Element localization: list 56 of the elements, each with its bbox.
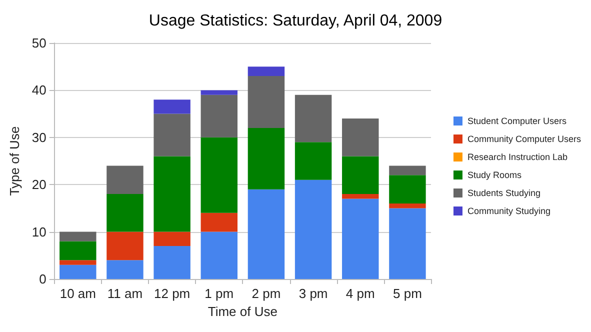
bar	[200, 94, 238, 138]
y-tick-label: 30	[32, 130, 46, 145]
bar	[154, 100, 190, 114]
bar	[106, 166, 144, 194]
bar	[294, 142, 332, 180]
bar	[60, 232, 96, 242]
chart-title: Usage Statistics: Saturday, April 04, 2009	[148, 12, 442, 30]
bar	[294, 94, 332, 142]
bar	[60, 264, 96, 279]
bar	[248, 128, 285, 190]
bar	[106, 232, 144, 260]
bar	[200, 137, 238, 213]
y-tick-label: 40	[32, 82, 46, 98]
x-tick-label: 5 pm	[393, 286, 422, 301]
bar	[60, 260, 96, 265]
x-tick-label: 2 pm	[252, 286, 281, 301]
y-tick-label: 20	[32, 177, 46, 192]
bar	[294, 180, 332, 279]
legend-label: Research Instruction Lab	[467, 152, 568, 162]
x-axis-title: Time of Use	[208, 304, 278, 319]
y-tick-label: 50	[32, 36, 46, 50]
bar	[342, 118, 379, 156]
bar	[200, 90, 238, 95]
bar	[60, 241, 96, 260]
bar	[200, 212, 238, 232]
bar	[154, 114, 190, 156]
y-tick-label: 0	[39, 272, 46, 286]
bar	[154, 232, 190, 246]
bar	[389, 208, 426, 279]
bar	[106, 260, 144, 279]
bar	[248, 189, 285, 279]
bar	[342, 156, 379, 194]
x-tick-label: 11 am	[107, 286, 143, 301]
bar	[248, 76, 285, 128]
bar	[389, 166, 426, 176]
bar	[248, 66, 285, 76]
legend-label: Community Computer Users	[467, 134, 582, 144]
bar	[200, 232, 238, 279]
bar	[154, 156, 190, 232]
legend-label: Student Computer Users	[467, 116, 568, 126]
legend-label: Students Studying	[467, 188, 541, 198]
bar	[154, 246, 190, 279]
x-tick-label: 4 pm	[346, 286, 375, 301]
bar	[389, 175, 426, 204]
x-tick-label: 3 pm	[298, 286, 328, 301]
bar	[342, 194, 379, 199]
legend-label: Study Rooms	[467, 170, 522, 180]
bar	[389, 203, 426, 208]
y-axis-title: Type of Use	[7, 126, 22, 196]
legend-label: Community Studying	[467, 206, 551, 216]
bar	[342, 198, 379, 279]
bar	[106, 194, 144, 232]
x-tick-label: 10 am	[60, 286, 96, 301]
x-tick-label: 12 pm	[154, 286, 190, 301]
y-tick-label: 10	[32, 224, 46, 240]
x-tick-label: 1 pm	[204, 286, 234, 301]
